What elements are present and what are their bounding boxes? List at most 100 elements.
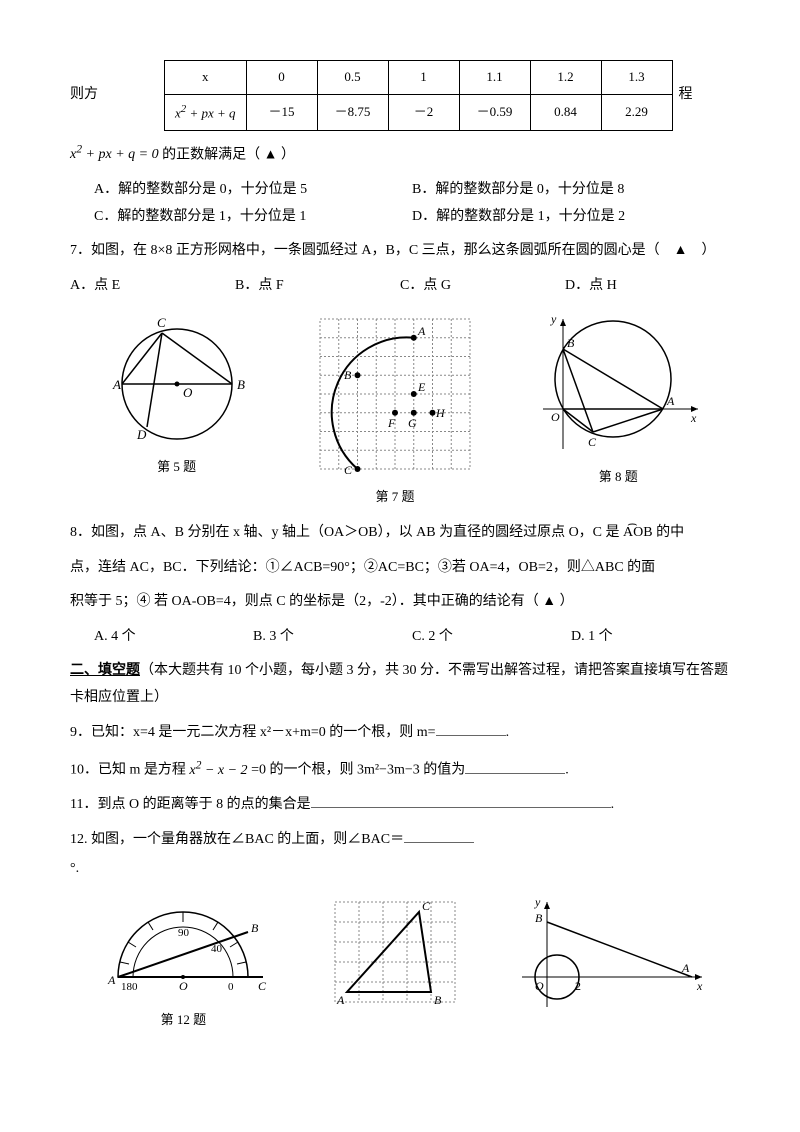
svg-text:O: O xyxy=(179,979,188,993)
svg-text:180: 180 xyxy=(121,981,138,993)
q8-l1: 8．如图，点 A、B 分别在 x 轴、y 轴上（OA＞OB），以 AB 为直径的… xyxy=(70,520,730,547)
v5: 2.29 xyxy=(601,94,672,130)
q6-opt-d: D．解的整数部分是 1，十分位是 2 xyxy=(412,204,730,231)
th-0: 0 xyxy=(246,61,317,95)
q6-suffix: 程 xyxy=(679,82,693,109)
q8-opt-d: D. 1 个 xyxy=(571,624,730,651)
q7-opt-b: B．点 F xyxy=(235,273,400,300)
fig7-svg: A B C E F G H xyxy=(310,309,480,479)
fig8-wrap: x y O B A C 第 8 题 xyxy=(533,309,703,510)
v3: －0.59 xyxy=(459,94,530,130)
q6-opt-b: B．解的整数部分是 0，十分位是 8 xyxy=(412,177,730,204)
svg-text:y: y xyxy=(534,895,541,909)
q12-text: 12. 如图，一个量角器放在∠BAC 的上面，则∠BAC＝ xyxy=(70,832,404,847)
fig5-label: 第 5 题 xyxy=(97,455,257,480)
q11-dot: . xyxy=(611,797,615,812)
svg-text:40: 40 xyxy=(211,943,223,955)
q6-opts-row1: A．解的整数部分是 0，十分位是 5 B．解的整数部分是 0，十分位是 8 xyxy=(70,177,730,204)
q12-unit: °. xyxy=(70,856,730,883)
q9-dot: . xyxy=(506,725,510,740)
q7-opts: A．点 E B．点 F C．点 G D．点 H xyxy=(70,273,730,300)
fig5-svg: A B C D O xyxy=(97,309,257,449)
section2-desc: （本大题共有 10 个小题，每小题 3 分，共 30 分．不需写出解答过程，请把… xyxy=(70,663,728,705)
svg-text:C: C xyxy=(258,979,267,993)
q12-blank xyxy=(404,842,474,843)
svg-text:90: 90 xyxy=(178,927,190,939)
svg-text:H: H xyxy=(435,406,446,420)
q10-dot: . xyxy=(565,763,569,778)
q9-text: 9．已知：x=4 是一元二次方程 x²－x+m=0 的一个根，则 m= xyxy=(70,725,436,740)
v4: 0.84 xyxy=(530,94,601,130)
q7-opt-d: D．点 H xyxy=(565,273,730,300)
q10: 10．已知 m 是方程 x2 − x − 2 =0 的一个根，则 3m²−3m−… xyxy=(70,754,730,784)
v1: －8.75 xyxy=(317,94,388,130)
th-x: x xyxy=(165,61,247,95)
q10-blank xyxy=(465,773,565,774)
fig5-wrap: A B C D O 第 5 题 xyxy=(97,309,257,510)
q8-opt-a: A. 4 个 xyxy=(94,624,253,651)
fig7-wrap: A B C E F G H 第 7 题 xyxy=(310,309,480,510)
section2-header: 二、填空题（本大题共有 10 个小题，每小题 3 分，共 30 分．不需写出解答… xyxy=(70,658,730,711)
fig8-svg: x y O B A C xyxy=(533,309,703,459)
fig14-svg: x y O 2 B A xyxy=(517,892,707,1012)
svg-text:C: C xyxy=(422,899,431,913)
q6-opts-row2: C．解的整数部分是 1，十分位是 1 D．解的整数部分是 1，十分位是 2 xyxy=(70,204,730,231)
v2: －2 xyxy=(388,94,459,130)
svg-text:O: O xyxy=(183,385,193,400)
svg-text:B: B xyxy=(344,368,352,382)
q8-opt-c: C. 2 个 xyxy=(412,624,571,651)
q11: 11．到点 O 的距离等于 8 的点的集合是. xyxy=(70,792,730,819)
svg-text:G: G xyxy=(408,416,417,430)
fig7-label: 第 7 题 xyxy=(310,485,480,510)
fig12-wrap: 90 40 0 180 A B C O 第 12 题 xyxy=(93,892,273,1033)
fig12-label: 第 12 题 xyxy=(93,1008,273,1033)
svg-text:O: O xyxy=(551,410,560,424)
q7-text: 7．如图，在 8×8 正方形网格中，一条圆弧经过 A，B，C 三点，那么这条圆弧… xyxy=(70,238,730,265)
fig14-wrap: x y O 2 B A xyxy=(517,892,707,1033)
q7-opt-a: A．点 E xyxy=(70,273,235,300)
q8-opts: A. 4 个 B. 3 个 C. 2 个 D. 1 个 xyxy=(70,624,730,651)
svg-text:B: B xyxy=(434,993,442,1007)
svg-text:F: F xyxy=(387,416,396,430)
svg-text:2: 2 xyxy=(575,979,581,993)
fig13-svg: A B C xyxy=(320,892,470,1012)
q9: 9．已知：x=4 是一元二次方程 x²－x+m=0 的一个根，则 m=. xyxy=(70,720,730,747)
q6-table-row: 则方 x 0 0.5 1 1.1 1.2 1.3 x2 + px + q －15… xyxy=(70,60,730,131)
svg-text:A: A xyxy=(107,973,116,987)
svg-text:C: C xyxy=(157,315,166,330)
svg-text:C: C xyxy=(588,435,597,449)
q6-opt-a: A．解的整数部分是 0，十分位是 5 xyxy=(94,177,412,204)
svg-text:B: B xyxy=(251,921,259,935)
svg-text:C: C xyxy=(344,463,353,477)
q10-mid: =0 的一个根，则 3m²−3m−3 的值为 xyxy=(248,763,466,778)
q8-l3: 积等于 5；④ 若 OA-OB=4，则点 C 的坐标是（2，-2）．其中正确的结… xyxy=(70,589,730,616)
q11-text: 11．到点 O 的距离等于 8 的点的集合是 xyxy=(70,797,311,812)
svg-text:O: O xyxy=(535,979,544,993)
figures-row-1: A B C D O 第 5 题 A B C E F xyxy=(70,309,730,510)
svg-text:B: B xyxy=(567,336,575,350)
svg-text:B: B xyxy=(237,377,245,392)
th-1: 1 xyxy=(388,61,459,95)
svg-text:A: A xyxy=(417,324,426,338)
fig13-wrap: A B C xyxy=(320,892,470,1033)
svg-text:A: A xyxy=(666,394,675,408)
th-12: 1.2 xyxy=(530,61,601,95)
th-13: 1.3 xyxy=(601,61,672,95)
svg-text:E: E xyxy=(417,380,426,394)
row-label: x2 + px + q xyxy=(165,94,247,130)
svg-text:0: 0 xyxy=(228,981,234,993)
th-05: 0.5 xyxy=(317,61,388,95)
fig8-label: 第 8 题 xyxy=(533,465,703,490)
q6-table: x 0 0.5 1 1.1 1.2 1.3 x2 + px + q －15 －8… xyxy=(164,60,673,131)
figures-row-2: 90 40 0 180 A B C O 第 12 题 A B C xyxy=(70,892,730,1033)
svg-text:x: x xyxy=(690,411,697,425)
svg-text:A: A xyxy=(336,993,345,1007)
q8-opt-b: B. 3 个 xyxy=(253,624,412,651)
svg-text:A: A xyxy=(681,961,690,975)
svg-text:D: D xyxy=(136,427,147,442)
svg-text:A: A xyxy=(112,377,121,392)
q12: 12. 如图，一个量角器放在∠BAC 的上面，则∠BAC＝ xyxy=(70,827,730,854)
q6-line2: x2 + px + q = 0 的正数解满足（ ▲ ） xyxy=(70,139,730,169)
q6-prefix: 则方 xyxy=(70,82,98,109)
svg-text:x: x xyxy=(696,979,703,993)
